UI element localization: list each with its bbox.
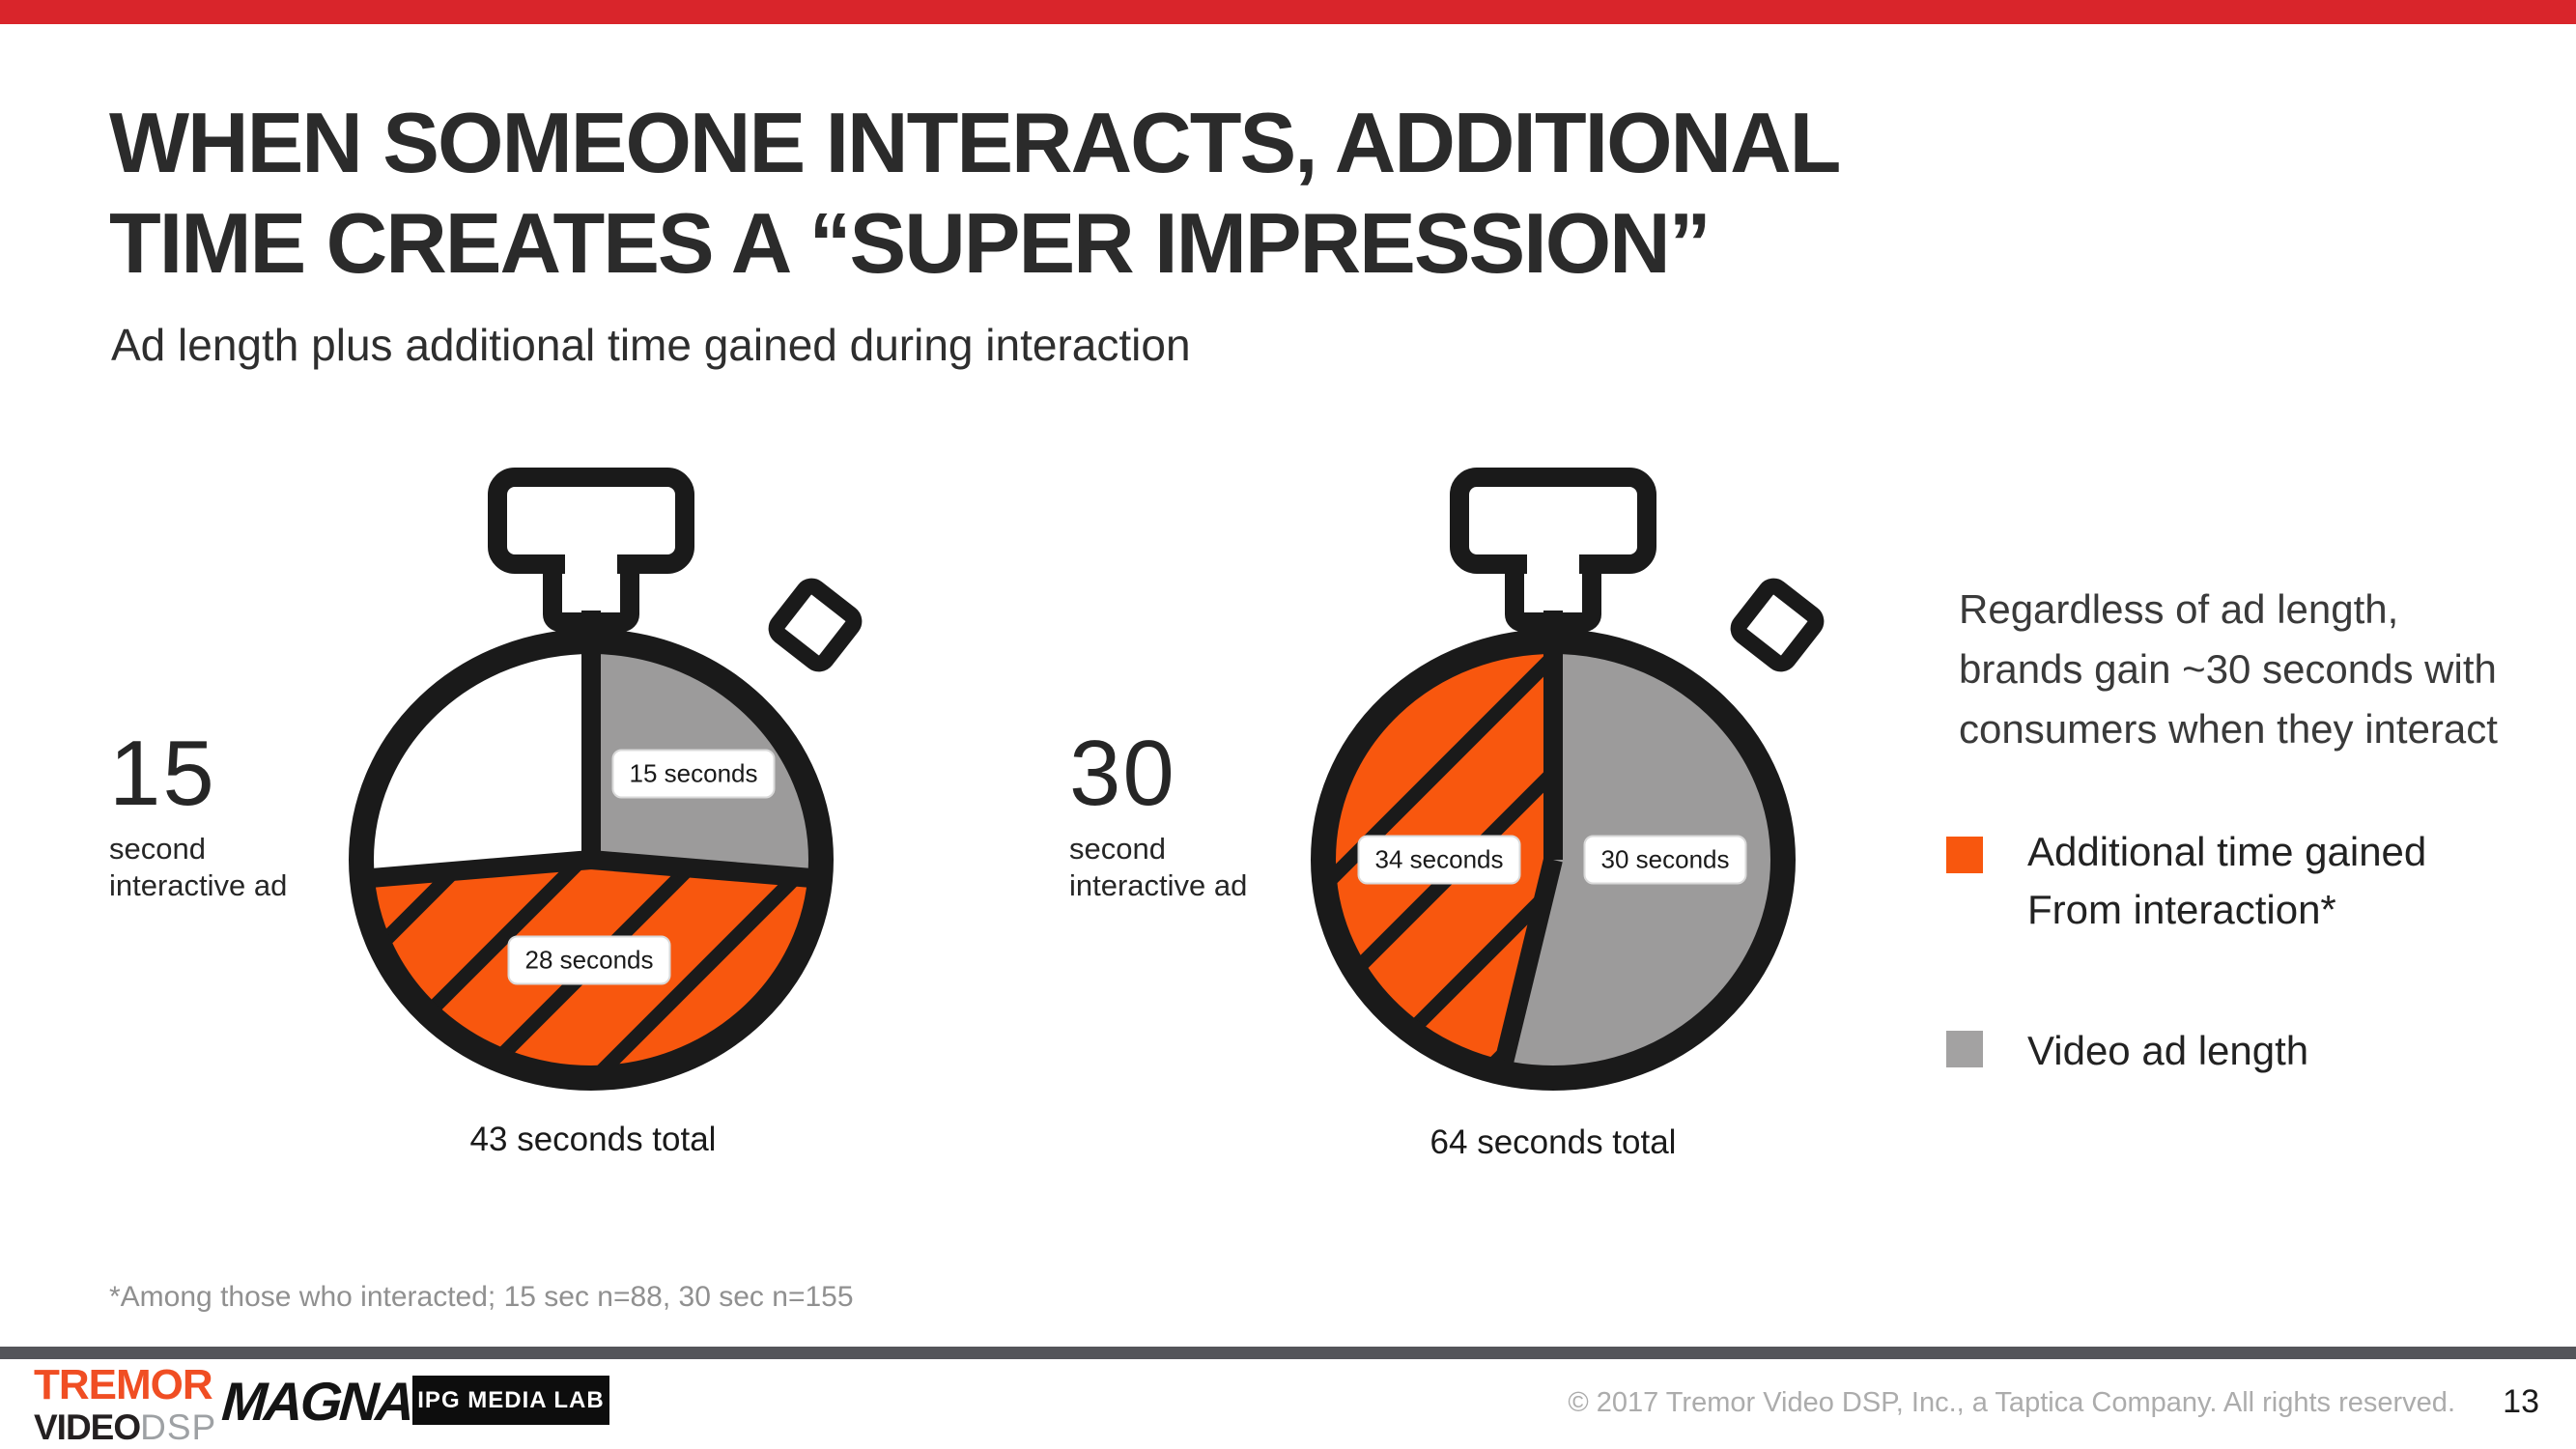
insight-text: Regardless of ad length, brands gain ~30… <box>1959 586 2498 752</box>
stopwatch-reset-button-icon <box>1730 578 1825 672</box>
stopwatch-crown-icon <box>1450 468 1656 654</box>
tremor-logo-line2: VIDEODSP <box>34 1409 216 1445</box>
legend-swatch-video-ad-length <box>1946 1031 1983 1067</box>
page-title: WHEN SOMEONE INTERACTS, ADDITIONAL TIME … <box>109 93 1841 294</box>
stopwatch-reset-button-icon <box>768 578 863 672</box>
ad-length-caption-15: second interactive ad <box>109 831 288 902</box>
stopwatch-crown-icon <box>488 468 694 654</box>
tremor-logo-dsp: DSP <box>140 1407 217 1447</box>
total-label-30s: 64 seconds total <box>1430 1123 1677 1161</box>
ad-length-number-30: 30 <box>1069 722 1176 825</box>
ad-length-caption-30: second interactive ad <box>1069 831 1248 902</box>
slice-label-15-seconds: 15 seconds <box>611 749 776 799</box>
page-number: 13 <box>2503 1383 2539 1420</box>
footnote: *Among those who interacted; 15 sec n=88… <box>109 1281 854 1313</box>
page-subtitle: Ad length plus additional time gained du… <box>111 320 1191 370</box>
legend-label-video-ad-length: Video ad length <box>2027 1028 2309 1073</box>
ad-length-block-30s: 30 second interactive ad <box>1069 726 1398 904</box>
magna-logo: MAGNA <box>219 1371 414 1432</box>
stopwatch-graphic-30s <box>1311 468 1825 1091</box>
tremor-logo-video: VIDEO <box>34 1407 141 1447</box>
top-accent-bar <box>0 0 2576 24</box>
total-label-15s: 43 seconds total <box>469 1121 717 1158</box>
stopwatch-ring-30s <box>1311 629 1796 1091</box>
legend-label-additional-time: Additional time gained From interaction* <box>2027 829 2427 932</box>
tremor-logo-word: TREMOR <box>34 1361 213 1408</box>
footer-divider-bar <box>0 1347 2576 1359</box>
ad-length-number-15: 15 <box>109 722 216 825</box>
copyright-text: © 2017 Tremor Video DSP, Inc., a Taptica… <box>1568 1387 2455 1418</box>
ipg-media-lab-logo: IPG MEDIA LAB <box>412 1376 609 1425</box>
tremor-video-dsp-logo: TREMOR VIDEODSP <box>34 1361 216 1446</box>
slice-label-28-seconds: 28 seconds <box>507 935 671 985</box>
slice-label-34-seconds: 34 seconds <box>1357 835 1521 885</box>
ad-length-block-15s: 15 second interactive ad <box>109 726 438 904</box>
slice-label-30-seconds: 30 seconds <box>1583 835 1747 885</box>
title-line-2: TIME CREATES A “SUPER IMPRESSION” <box>109 194 1712 291</box>
legend-swatch-additional-time <box>1946 837 1983 873</box>
stopwatch-ring-15s <box>349 629 834 1091</box>
title-line-1: WHEN SOMEONE INTERACTS, ADDITIONAL <box>109 95 1841 190</box>
stopwatch-graphic-15s <box>349 468 863 1091</box>
slice-dividers-15s <box>359 628 823 889</box>
slice-dividers-30s <box>1491 628 1563 1077</box>
